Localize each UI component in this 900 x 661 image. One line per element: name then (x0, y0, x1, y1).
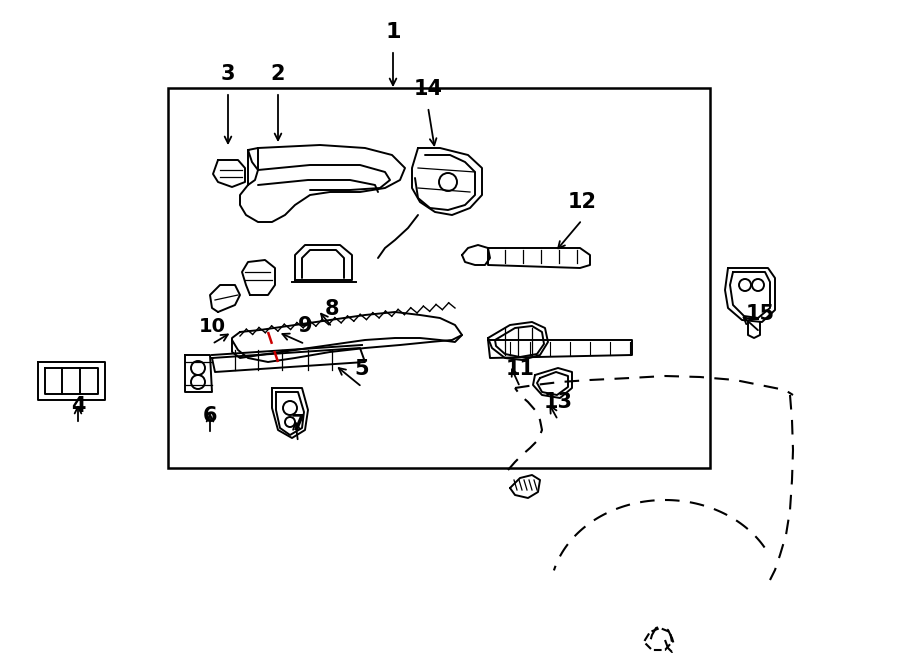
Text: 4: 4 (71, 396, 86, 416)
Text: 2: 2 (271, 64, 285, 84)
Text: 12: 12 (568, 192, 597, 212)
Text: 6: 6 (202, 406, 217, 426)
Text: 9: 9 (298, 316, 312, 336)
Text: 10: 10 (199, 317, 226, 336)
Text: 7: 7 (291, 414, 305, 434)
Text: 11: 11 (506, 359, 535, 379)
Text: 3: 3 (220, 64, 235, 84)
Text: 8: 8 (325, 299, 339, 319)
Text: 5: 5 (355, 359, 369, 379)
Text: 14: 14 (413, 79, 443, 99)
Text: 15: 15 (745, 304, 775, 324)
Bar (168, 88, 710, 468)
Text: 13: 13 (544, 392, 572, 412)
Text: 1: 1 (385, 22, 400, 42)
